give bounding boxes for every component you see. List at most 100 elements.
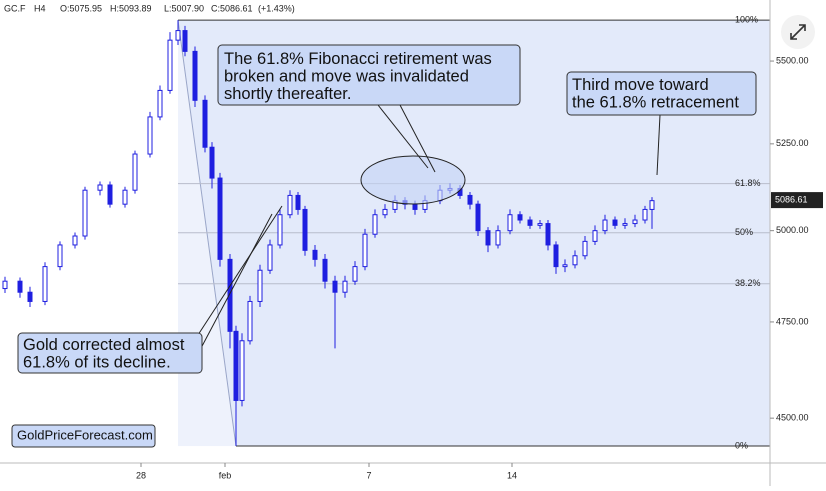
watermark-box [11,424,156,448]
candle-body [247,300,253,342]
candle-body [612,219,618,226]
x-tick-label: 14 [507,470,517,480]
candle-body [267,244,273,271]
candle-body [592,230,598,242]
callout-pointer [399,104,436,173]
candle-body [517,214,523,221]
callout-text: Gold corrected almost [23,336,185,354]
candle-body [312,249,318,260]
candle-body [122,189,128,205]
annotations: The 61.8% Fibonacci retirement wasbroken… [11,44,757,448]
callout-text: shortly thereafter. [224,85,351,103]
y-tick-label: 4500.00 [776,413,809,423]
header: GC.F H4 O:5075.95 H:5093.89 L:5007.90 C:5086.… [4,3,295,13]
fib-level-label: 38.2% [735,278,761,288]
candle-body [412,203,418,210]
last-price-label: 5086.61 [775,194,808,204]
candle-body [382,208,388,216]
candle-body [42,266,48,302]
y-tick-label: 5000.00 [776,225,809,235]
watermark: GoldPriceForecast.com [17,427,153,442]
candle-body [632,219,638,225]
candle-body [622,223,628,226]
candle-body [167,39,173,91]
candle-body [527,219,533,226]
callout-box [566,71,757,116]
header-item: H:5093.89 [110,3,152,13]
candle-body [352,266,358,282]
candle-body [495,230,501,246]
candle-body [553,244,559,268]
candle-body [17,280,23,293]
fib-level-label: 50% [735,227,753,237]
highlight-ellipse [360,155,466,205]
candle-body [209,146,215,179]
candle-body [295,194,301,210]
candle-body [649,200,655,210]
header-item: O:5075.95 [60,3,102,13]
y-tick-label: 4750.00 [776,316,809,326]
header-item: GC.F [4,3,26,13]
candle-body [217,177,223,260]
candle-body [507,214,513,232]
callout-pointer [199,213,273,351]
callout-text: the 61.8% retracement [572,94,739,112]
candle-body [572,255,578,266]
callout-pointer [656,114,661,176]
candle-body [302,208,308,251]
candle-body [107,184,113,205]
callout-text: broken and move was invalidated [224,68,469,86]
candle-body [342,280,348,293]
candle-body [182,30,188,52]
callout-box [217,44,521,106]
candle-body [562,264,568,268]
x-tick-label: feb [219,470,232,480]
candle-body [537,223,543,226]
candle-body [582,240,588,257]
last-price-tag [771,192,823,209]
candle-body [192,50,198,101]
candle-body [372,214,378,235]
candle-body [322,258,328,282]
candle-body [82,189,88,237]
candle-body [485,230,491,246]
candle-body [545,223,551,246]
candle-body [642,208,648,221]
candle-body [202,99,208,148]
y-tick-label: 5500.00 [776,55,809,65]
candle-body [132,153,138,191]
callout-text: Third move toward [572,76,709,94]
candle-body [467,194,473,205]
candle-body [27,291,33,302]
candle-body [97,184,103,191]
candle-body [147,116,153,155]
expand-button[interactable] [781,15,815,49]
candle-body [475,203,481,232]
fib-level-label: 61.8% [735,178,761,188]
header-item: (+1.43%) [258,3,295,13]
candle-body [157,89,163,118]
candle-body [2,280,8,290]
header-item: C:5086.61 [211,3,253,13]
callout-pointer [377,104,429,169]
x-tick-label: 7 [366,470,371,480]
callout-box [17,332,203,374]
candle-body [239,340,245,401]
header-item: H4 [34,3,46,13]
candle-body [287,194,293,216]
expand-icon[interactable] [790,24,806,40]
candle-body [277,214,283,246]
candle-body [175,30,181,41]
callout-pointer [195,205,283,339]
candle-body [362,233,368,268]
candle-body [602,219,608,232]
callout-text: The 61.8% Fibonacci retirement was [224,50,492,68]
callout-text: 61.8% of its decline. [23,354,171,372]
candle-body [233,330,239,401]
candle-body [227,258,233,332]
candle-body [72,235,78,246]
header-item: L:5007.90 [164,3,204,13]
